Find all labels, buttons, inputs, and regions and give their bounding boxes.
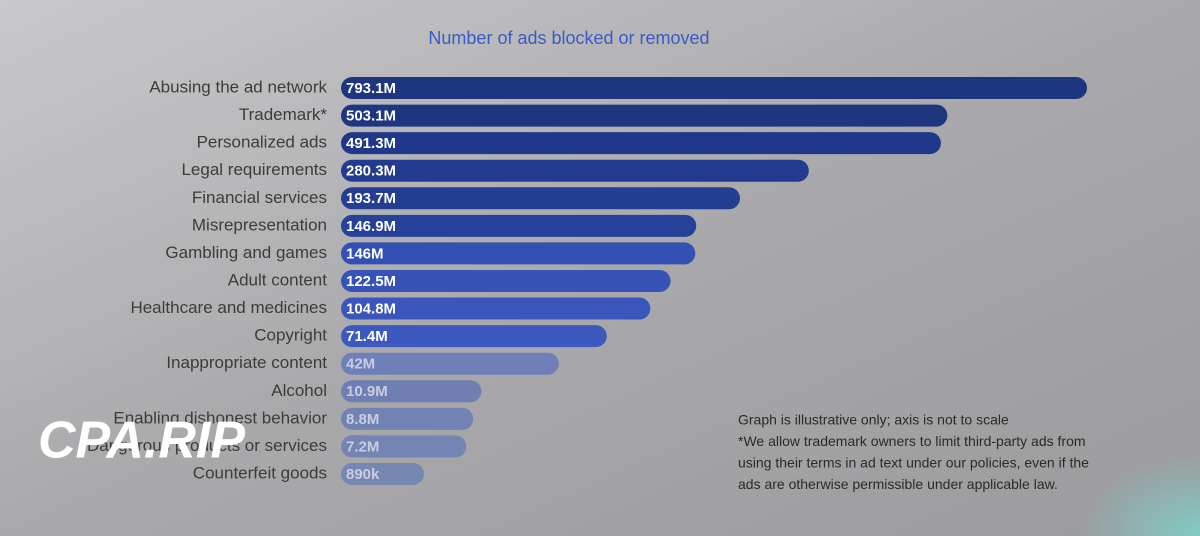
bar xyxy=(341,242,696,265)
footnote: ads are otherwise permissible under appl… xyxy=(738,476,1058,492)
footnote: *We allow trademark owners to limit thir… xyxy=(738,433,1086,449)
category-label: Adult content xyxy=(228,270,328,289)
value-label: 793.1M xyxy=(346,80,396,97)
value-label: 503.1M xyxy=(346,108,396,125)
category-label: Abusing the ad network xyxy=(149,77,327,96)
category-label: Healthcare and medicines xyxy=(130,298,327,317)
bar xyxy=(341,159,809,182)
footnote: using their terms in ad text under our p… xyxy=(738,455,1089,471)
bar xyxy=(341,380,482,403)
category-label: Counterfeit goods xyxy=(193,463,327,482)
category-label: Misrepresentation xyxy=(192,215,327,234)
value-label: 491.3M xyxy=(346,135,396,152)
category-label: Financial services xyxy=(192,188,327,207)
category-label: Alcohol xyxy=(271,381,327,400)
bar xyxy=(341,132,941,155)
category-label: Inappropriate content xyxy=(166,353,327,372)
value-label: 71.4M xyxy=(346,328,388,345)
chart-title: Number of ads blocked or removed xyxy=(428,28,709,48)
bar xyxy=(341,104,948,127)
bar xyxy=(341,325,607,348)
value-label: 146M xyxy=(346,245,384,262)
value-label: 104.8M xyxy=(346,301,396,318)
corner-glow xyxy=(850,300,1200,536)
value-label: 10.9M xyxy=(346,383,388,400)
category-label: Legal requirements xyxy=(181,160,327,179)
category-label: Copyright xyxy=(254,326,327,345)
value-label: 8.8M xyxy=(346,411,379,428)
footnote: Graph is illustrative only; axis is not … xyxy=(738,412,1009,428)
bar xyxy=(341,297,651,320)
value-label: 146.9M xyxy=(346,218,396,235)
category-label: Dangerous products or services xyxy=(87,436,327,455)
value-label: 122.5M xyxy=(346,273,396,290)
bar xyxy=(341,214,697,237)
value-label: 890k xyxy=(346,466,380,483)
value-label: 7.2M xyxy=(346,438,379,455)
bar xyxy=(341,352,559,375)
category-label: Personalized ads xyxy=(197,133,327,152)
bar xyxy=(341,462,424,485)
value-label: 193.7M xyxy=(346,190,396,207)
category-label: Enabling dishonest behavior xyxy=(113,408,327,427)
bar xyxy=(341,269,671,292)
bar xyxy=(341,77,1087,99)
bar xyxy=(341,187,741,210)
bar xyxy=(341,407,474,430)
bar xyxy=(341,435,467,458)
category-label: Gambling and games xyxy=(165,243,327,262)
watermark: CPA.RIP xyxy=(38,412,245,470)
value-label: 280.3M xyxy=(346,163,396,180)
category-label: Trademark* xyxy=(239,105,328,124)
value-label: 42M xyxy=(346,356,375,373)
